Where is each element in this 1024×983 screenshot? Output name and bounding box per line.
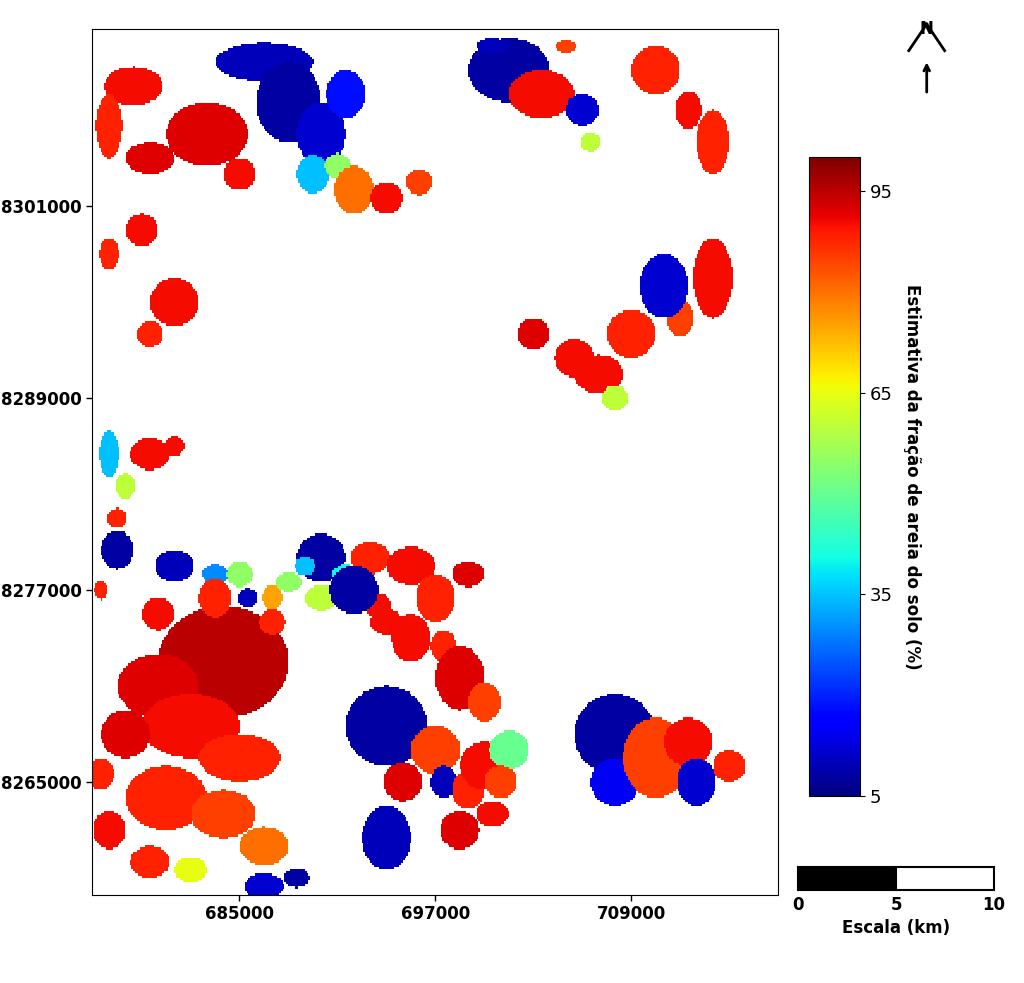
Text: 5: 5 <box>890 896 902 913</box>
Text: Escala (km): Escala (km) <box>842 919 950 937</box>
Text: 10: 10 <box>982 896 1006 913</box>
Bar <box>799 868 896 890</box>
Bar <box>896 868 993 890</box>
Text: N: N <box>920 20 934 37</box>
Text: 0: 0 <box>793 896 804 913</box>
Y-axis label: Estimativa da fração de areia do solo (%): Estimativa da fração de areia do solo (%… <box>903 284 921 669</box>
